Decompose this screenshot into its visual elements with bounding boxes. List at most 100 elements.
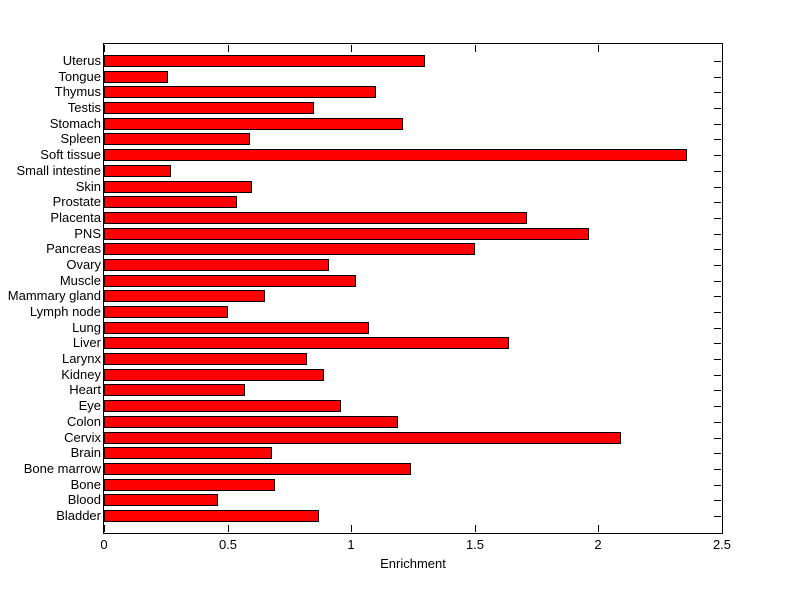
bar-skin [104, 180, 252, 193]
y-tick-label: Pancreas [46, 241, 101, 256]
bar-uterus [104, 55, 425, 67]
y-tick-label: Blood [67, 492, 101, 507]
bar-cervix [104, 431, 621, 444]
bar-blood [104, 494, 218, 507]
y-tick-mark [714, 249, 721, 250]
x-tick-mark-bottom [351, 525, 352, 532]
x-tick-mark-bottom [598, 525, 599, 532]
y-tick-label: Bladder [56, 508, 101, 523]
bar-heart [104, 384, 245, 397]
x-tick-mark-top [722, 45, 723, 52]
x-tick-mark-bottom [228, 525, 229, 532]
x-tick-mark-bottom [722, 525, 723, 532]
y-tick-label: Uterus [62, 53, 101, 68]
y-tick-label: Bone [70, 477, 101, 492]
y-tick-label: Spleen [60, 131, 101, 146]
y-tick-label: Testis [67, 100, 101, 115]
y-tick-mark [714, 422, 721, 423]
y-tick-label: Placenta [50, 210, 101, 225]
bar-testis [104, 102, 314, 115]
y-tick-mark [714, 265, 721, 266]
bar-soft-tissue [104, 149, 687, 162]
y-tick-mark [714, 328, 721, 329]
plot-area [103, 43, 723, 534]
y-tick-mark [714, 516, 721, 517]
y-tick-label: Stomach [49, 116, 101, 131]
y-tick-label: Liver [72, 335, 101, 350]
x-tick-label: 2 [594, 537, 602, 552]
bar-bone [104, 478, 275, 491]
x-tick-label: 1.5 [465, 537, 485, 552]
y-tick-label: Skin [75, 179, 101, 194]
y-tick-mark [714, 312, 721, 313]
bar-small-intestine [104, 164, 171, 177]
bar-eye [104, 400, 341, 413]
y-tick-label: Lymph node [29, 304, 101, 319]
y-tick-mark [714, 139, 721, 140]
x-tick-mark-bottom [475, 525, 476, 532]
y-tick-mark [714, 218, 721, 219]
x-tick-label: 0.5 [218, 537, 238, 552]
x-tick-mark-top [475, 45, 476, 52]
bar-tongue [104, 70, 168, 83]
bar-lymph-node [104, 306, 228, 319]
y-tick-mark [714, 124, 721, 125]
y-tick-mark [714, 234, 721, 235]
y-tick-label: Lung [72, 320, 101, 335]
bar-muscle [104, 274, 356, 287]
bar-lung [104, 321, 369, 334]
y-tick-mark [714, 359, 721, 360]
y-tick-mark [714, 187, 721, 188]
y-tick-label: Soft tissue [40, 147, 101, 162]
x-tick-label: 2.5 [712, 537, 732, 552]
y-tick-mark [714, 296, 721, 297]
y-tick-mark [714, 406, 721, 407]
bar-stomach [104, 117, 403, 130]
x-tick-mark-top [351, 45, 352, 52]
y-tick-label: Thymus [54, 84, 101, 99]
y-tick-mark [714, 108, 721, 109]
bar-spleen [104, 133, 250, 146]
bar-liver [104, 337, 509, 350]
y-tick-label: Larynx [61, 351, 101, 366]
y-tick-label: Cervix [64, 430, 101, 445]
y-tick-label: Mammary gland [7, 288, 101, 303]
bar-colon [104, 415, 398, 428]
bar-prostate [104, 196, 237, 209]
y-tick-mark [714, 92, 721, 93]
y-tick-mark [714, 438, 721, 439]
bar-mammary-gland [104, 290, 265, 303]
y-tick-label: PNS [74, 226, 101, 241]
x-tick-mark-top [598, 45, 599, 52]
y-tick-label: Ovary [66, 257, 101, 272]
y-tick-label: Kidney [61, 367, 101, 382]
bar-kidney [104, 368, 324, 381]
x-axis-label: Enrichment [380, 556, 446, 571]
bar-pns [104, 227, 589, 240]
x-tick-label: 0 [100, 537, 108, 552]
y-tick-label: Tongue [58, 69, 101, 84]
y-tick-mark [714, 485, 721, 486]
y-tick-mark [714, 375, 721, 376]
bar-placenta [104, 211, 527, 224]
y-tick-mark [714, 500, 721, 501]
y-tick-label: Eye [78, 398, 101, 413]
y-tick-mark [714, 61, 721, 62]
y-tick-mark [714, 77, 721, 78]
bar-pancreas [104, 243, 475, 256]
x-tick-label: 1 [347, 537, 355, 552]
y-tick-label: Bone marrow [23, 461, 101, 476]
y-tick-mark [714, 390, 721, 391]
y-tick-label: Heart [69, 382, 101, 397]
bar-brain [104, 447, 272, 460]
bar-bladder [104, 510, 319, 522]
bar-ovary [104, 258, 329, 271]
y-tick-label: Muscle [59, 273, 101, 288]
y-tick-mark [714, 202, 721, 203]
bar-larynx [104, 353, 307, 366]
bar-thymus [104, 86, 376, 99]
x-tick-mark-top [104, 45, 105, 52]
y-tick-mark [714, 155, 721, 156]
y-tick-label: Brain [70, 445, 101, 460]
